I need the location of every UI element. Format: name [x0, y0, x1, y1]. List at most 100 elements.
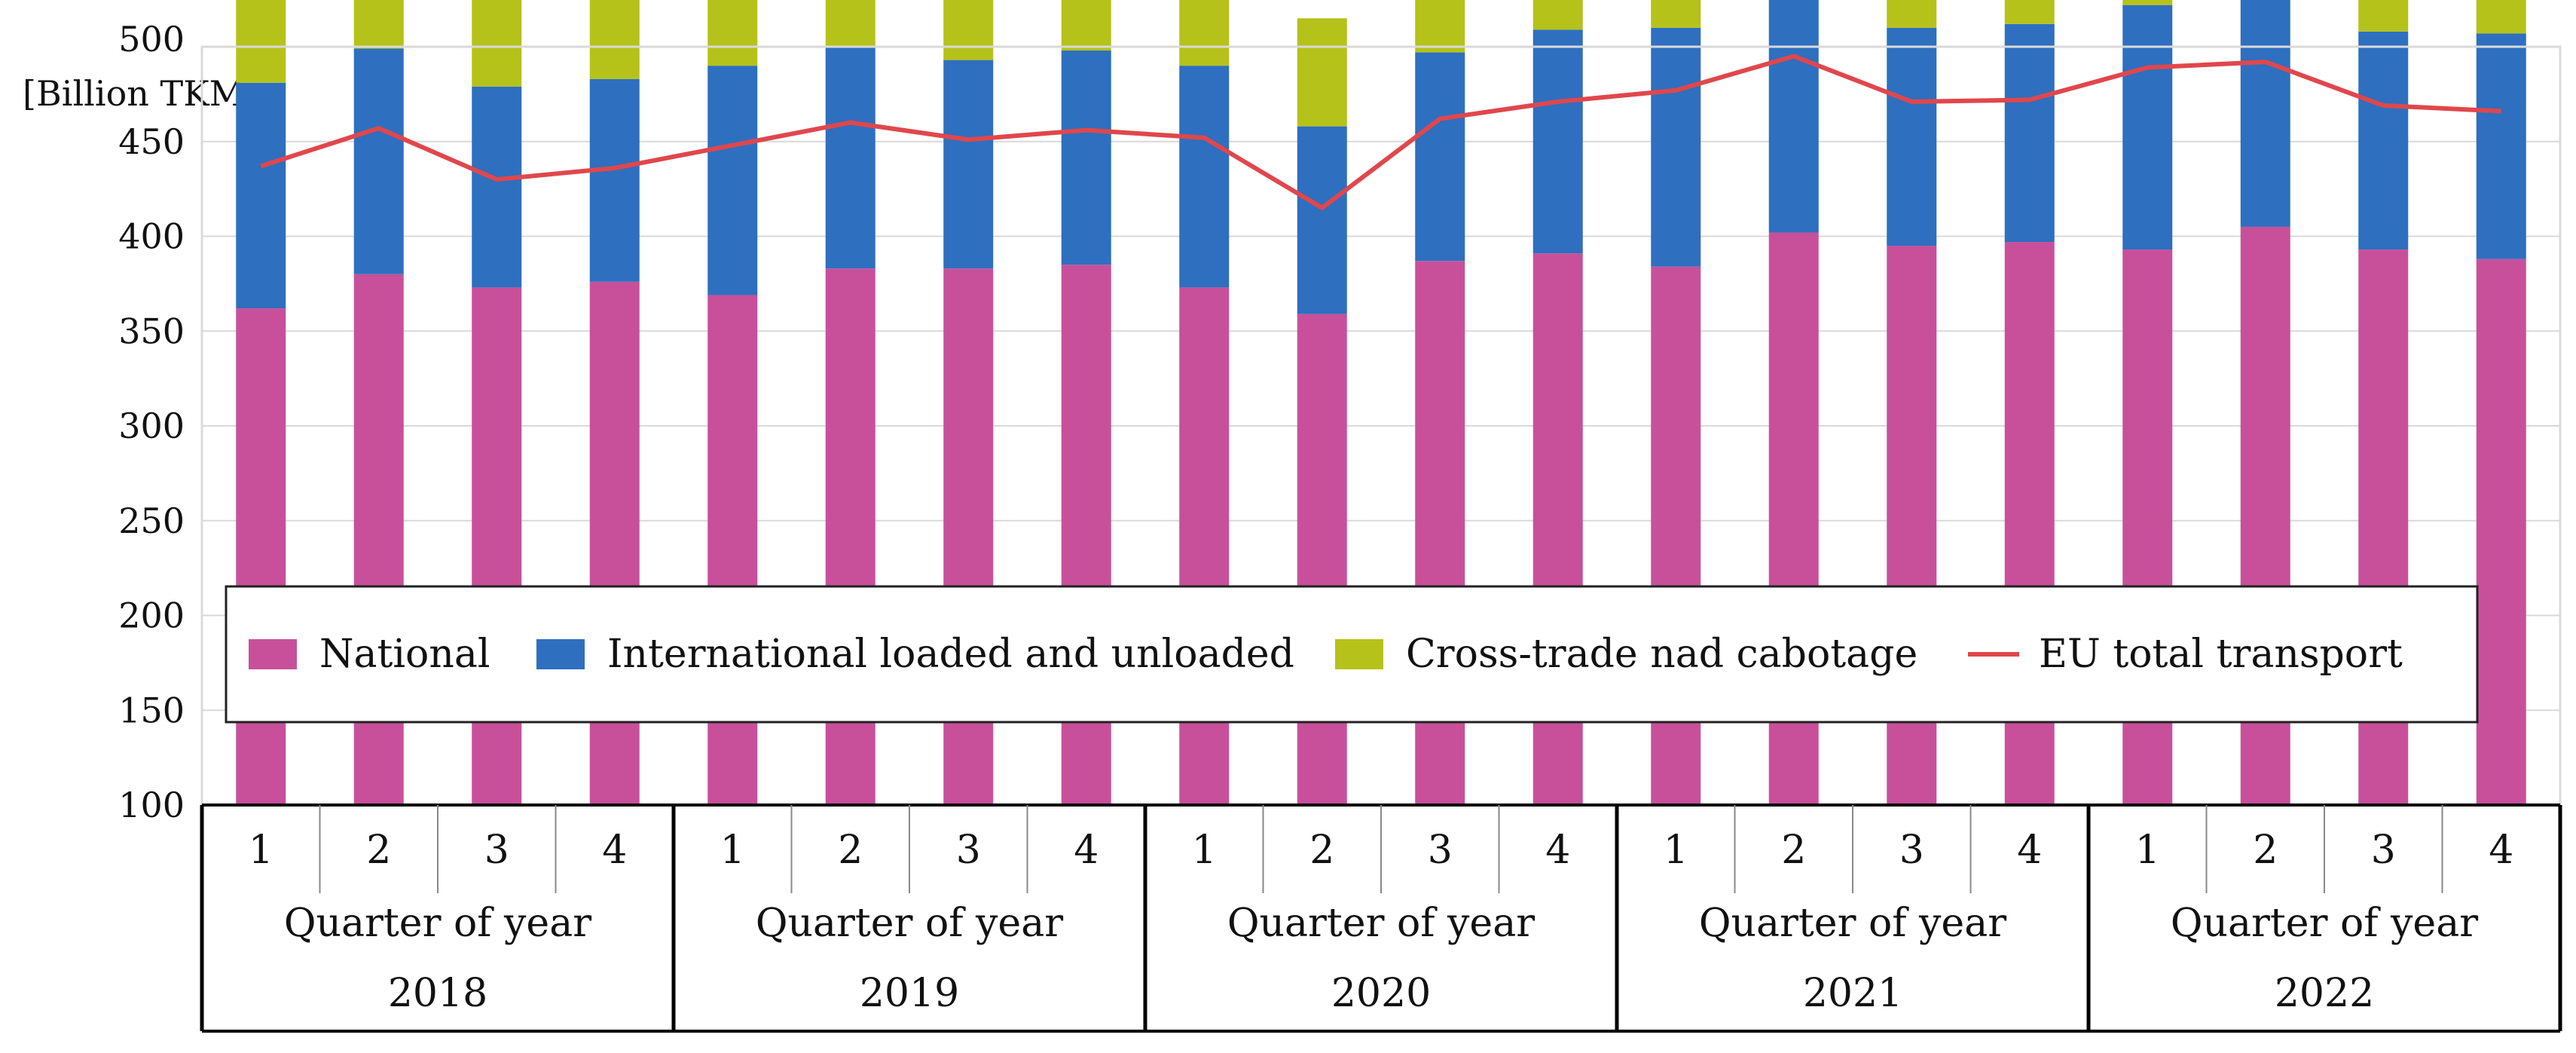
group-label-year: 2018 — [388, 971, 487, 1016]
legend-label-cross-trade: Cross-trade nad cabotage — [1406, 632, 1917, 677]
bar-segment-cross-trade — [943, 0, 994, 60]
quarter-label: 3 — [1899, 828, 1924, 873]
quarter-label: 3 — [484, 828, 509, 873]
bar-segment-international — [1415, 52, 1465, 262]
bar-segment-cross-trade — [1651, 0, 1701, 28]
bar-segment-cross-trade — [1887, 0, 1937, 28]
quarter-label: 4 — [1545, 828, 1570, 873]
legend-label-international: International loaded and unloaded — [607, 632, 1294, 677]
bar-segment-national — [1297, 314, 1347, 805]
bar-segment-international — [589, 78, 640, 282]
group-label-year: 2020 — [1331, 971, 1431, 1016]
group-label-title: Quarter of year — [1699, 901, 2006, 946]
legend-swatch-cross-trade — [1335, 639, 1383, 669]
quarter-label: 1 — [720, 828, 745, 873]
eu-total-transport-line — [260, 54, 2501, 210]
legend-swatch-national — [249, 639, 297, 669]
bar-segment-national — [353, 274, 404, 805]
bar-segment-cross-trade — [2358, 0, 2409, 32]
bar-segment-national — [1061, 265, 1111, 806]
group-label-title: Quarter of year — [284, 901, 591, 946]
bar-segment-national — [2476, 259, 2526, 805]
bar-segment-international — [472, 86, 522, 288]
quarter-label: 1 — [2135, 828, 2160, 873]
y-tick-label: 400 — [118, 216, 185, 257]
group-label-year: 2021 — [1803, 971, 1902, 1016]
y-tick-label: 200 — [118, 595, 185, 636]
bar-segment-international — [1651, 27, 1701, 267]
bar-segment-cross-trade — [1532, 0, 1583, 30]
bar-segment-national — [472, 287, 522, 805]
quarter-label: 2 — [838, 828, 863, 873]
bar-segment-cross-trade — [825, 0, 875, 47]
quarter-label: 4 — [602, 828, 627, 873]
eu-total-line-group — [260, 54, 2501, 210]
quarter-label: 1 — [1192, 828, 1217, 873]
legend: National International loaded and unload… — [225, 585, 2479, 724]
bar-segment-cross-trade — [1179, 0, 1230, 66]
group-label-title: Quarter of year — [1227, 901, 1535, 946]
bar-segment-international — [2240, 0, 2290, 227]
bar-segment-international — [1179, 66, 1230, 288]
bar-segment-international — [707, 66, 758, 295]
quarter-label: 4 — [2017, 828, 2042, 873]
bar-segment-international — [2122, 5, 2173, 250]
bar-segment-national — [589, 281, 640, 805]
bar-segment-cross-trade — [589, 0, 640, 79]
bar-segment-cross-trade — [1297, 18, 1347, 127]
bar-segment-national — [1415, 261, 1465, 805]
legend-swatch-international — [536, 639, 585, 669]
bar-segment-cross-trade — [2476, 0, 2526, 34]
bar-segment-cross-trade — [2004, 0, 2055, 24]
bar-segment-cross-trade — [2122, 0, 2173, 5]
y-tick-label: 500 — [118, 19, 185, 60]
bar-segment-international — [825, 47, 875, 269]
quarter-label: 2 — [366, 828, 391, 873]
bar-segment-international — [1768, 0, 1819, 233]
bar-segment-international — [2476, 33, 2526, 259]
bar-segment-international — [2358, 31, 2409, 250]
bar-segment-cross-trade — [353, 0, 404, 49]
quarter-label: 1 — [249, 828, 273, 873]
y-tick-label: 150 — [118, 690, 185, 730]
bar-segment-cross-trade — [236, 0, 286, 83]
bar-segment-national — [825, 268, 875, 805]
bar-segment-national — [943, 268, 994, 805]
bar-segment-national — [1651, 266, 1701, 805]
quarter-label: 2 — [2253, 828, 2278, 873]
y-axis-ticks: 100 150 200 250 300 350 400 450 500 — [118, 19, 185, 825]
quarter-label: 3 — [2371, 828, 2396, 873]
quarter-label: 2 — [1781, 828, 1806, 873]
bar-segment-national — [236, 308, 286, 805]
bar-segment-international — [1532, 29, 1583, 254]
y-tick-label: 100 — [118, 785, 185, 825]
bar-segment-cross-trade — [707, 0, 758, 66]
y-tick-label: 300 — [118, 406, 185, 446]
bar-segment-national — [707, 295, 758, 806]
quarter-label: 3 — [956, 828, 981, 873]
quarter-label: 4 — [1074, 828, 1099, 873]
y-tick-label: 250 — [118, 500, 185, 541]
bar-segment-international — [943, 60, 994, 269]
legend-label-national: National — [319, 632, 490, 677]
group-label-year: 2019 — [860, 971, 959, 1016]
quarter-label: 2 — [1309, 828, 1334, 873]
group-label-title: Quarter of year — [756, 901, 1063, 946]
y-axis-unit-label: [Billion TKM — [23, 73, 245, 114]
bar-segment-international — [353, 48, 404, 274]
group-label-year: 2022 — [2275, 971, 2374, 1016]
bar-segment-cross-trade — [1415, 0, 1465, 53]
bar-segment-national — [1179, 287, 1230, 805]
quarter-label: 1 — [1664, 828, 1688, 873]
group-label-title: Quarter of year — [2171, 901, 2478, 946]
bar-segment-international — [2004, 23, 2055, 243]
quarter-label: 3 — [1428, 828, 1453, 873]
bar-segment-cross-trade — [472, 0, 522, 87]
y-tick-label: 350 — [118, 311, 185, 351]
bar-segment-cross-trade — [1061, 0, 1111, 51]
quarter-label: 4 — [2489, 828, 2513, 873]
bar-segment-international — [1297, 126, 1347, 314]
bar-segment-international — [236, 82, 286, 309]
bar-segment-international — [1061, 51, 1111, 265]
